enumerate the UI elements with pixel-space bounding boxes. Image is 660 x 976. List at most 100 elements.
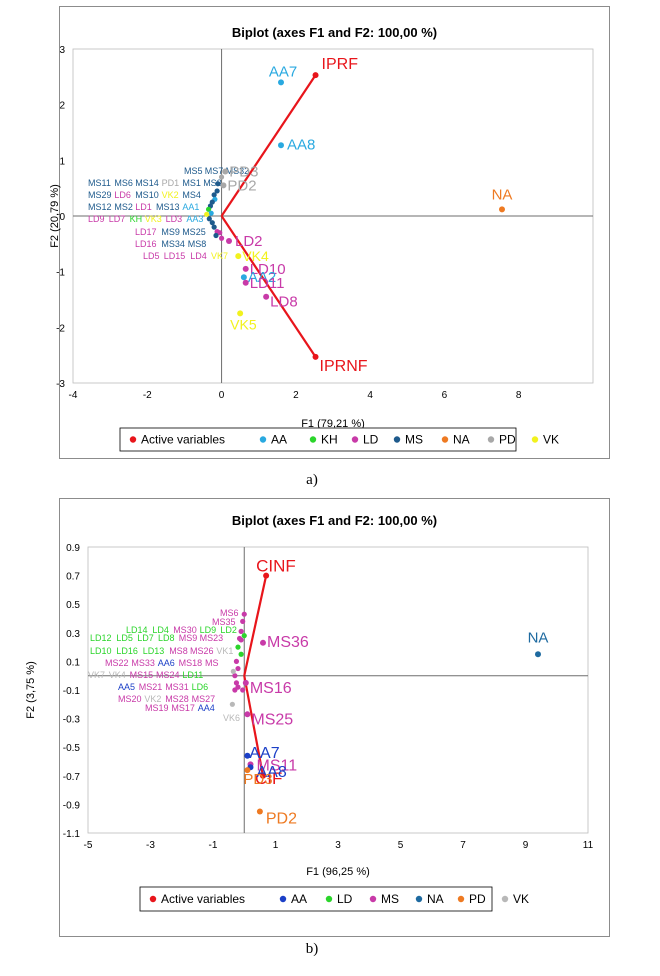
vector-point-iprf xyxy=(312,72,319,79)
legend-label-ld: LD xyxy=(363,433,379,447)
cluster-point xyxy=(232,687,238,693)
point-label-na: NA xyxy=(492,186,513,203)
legend-label-na: NA xyxy=(427,892,444,906)
legend-box xyxy=(139,886,493,912)
vector-line-cif xyxy=(243,675,265,777)
cluster-point xyxy=(241,633,247,639)
point-label-small: LD8 xyxy=(158,633,175,643)
point-label-small: MS6 xyxy=(114,178,133,188)
chart-panel-a: Biplot (axes F1 and F2: 100,00 %) -4 -2 0 2 4… xyxy=(49,6,610,459)
cluster-point xyxy=(204,211,210,217)
x-tick-label: -4 xyxy=(69,390,78,401)
point-label-small: MS9 xyxy=(161,227,180,237)
point-vk4 xyxy=(235,253,242,260)
x-tick-label: 7 xyxy=(460,840,466,851)
point-label-small: MS25 xyxy=(182,227,206,237)
point-label-small: MS24 xyxy=(156,670,180,680)
point-label-small: LD5 xyxy=(116,633,133,643)
point-ld2 xyxy=(226,238,232,245)
point-label-small: AA6 xyxy=(158,658,175,668)
point-label-small: MS30 xyxy=(173,625,197,635)
point-label-small: MS14 xyxy=(135,178,159,188)
point-pd3 xyxy=(244,767,251,774)
chart-svg-a: Biplot (axes F1 and F2: 100,00 %) -4 -2 0 2 4… xyxy=(49,25,594,452)
point-label-small: VK7 xyxy=(211,251,228,261)
legend-marker-ld xyxy=(351,436,359,443)
chart-title: Biplot (axes F1 and F2: 100,00 %) xyxy=(232,25,437,40)
point-label-small: MS18 xyxy=(179,658,203,668)
x-axis-label: F1 (79,21 %) xyxy=(301,418,365,430)
point-label-small: AA1 xyxy=(182,202,199,212)
point-label-small: LD1 xyxy=(135,202,152,212)
point-label-small: MS10 xyxy=(135,190,159,200)
cluster-point xyxy=(233,680,240,686)
legend-marker-pd xyxy=(457,895,465,903)
point-label-small: MS3 xyxy=(203,178,222,188)
y-tick-label: -3 xyxy=(56,379,65,390)
point-label-small: LD13 xyxy=(143,646,165,656)
y-tick-label: 0.1 xyxy=(66,657,80,668)
y-tick-label: 0.7 xyxy=(66,572,80,583)
y-tick-label: -0.3 xyxy=(63,715,81,726)
vector-point-cif xyxy=(260,772,266,779)
x-tick-label: -5 xyxy=(84,840,93,851)
legend-marker-vk xyxy=(531,436,539,443)
point-pd2 xyxy=(220,182,227,189)
cluster-point xyxy=(229,701,235,707)
point-label-ms25: MS25 xyxy=(251,711,293,728)
point-ms25 xyxy=(244,711,251,718)
x-tick-label: 6 xyxy=(442,390,448,401)
legend-label-pd: PD xyxy=(499,433,516,447)
cluster-point xyxy=(232,673,238,679)
point-label-small: MS21 xyxy=(139,682,163,692)
cluster-point xyxy=(209,220,215,226)
vector-line-iprf xyxy=(220,74,317,217)
point-label-small: LD15 xyxy=(164,251,186,261)
point-label-small: LD7 xyxy=(137,633,154,643)
point-label-small: LD6 xyxy=(114,190,131,200)
point-label-small: LD7 xyxy=(109,214,126,224)
point-label-aa8: AA8 xyxy=(257,764,287,781)
cluster-point xyxy=(240,687,246,693)
point-pd3 xyxy=(222,168,229,175)
y-tick-label: 0.3 xyxy=(66,629,80,640)
point-label-aa7: AA7 xyxy=(269,63,297,80)
point-label-small: MS8 xyxy=(188,239,207,249)
point-label-small: VK6 xyxy=(223,713,240,723)
point-label-small: LD3 xyxy=(166,214,183,224)
cluster-point xyxy=(235,665,241,672)
legend-label-ms: MS xyxy=(405,433,423,447)
cluster-point xyxy=(213,232,219,239)
point-label-small: VK4 xyxy=(109,670,126,680)
x-tick-label: -3 xyxy=(146,840,155,851)
point-label-small: LD16 xyxy=(116,646,138,656)
x-tick-label: 8 xyxy=(516,390,522,401)
point-label-small: LD4 xyxy=(152,625,169,635)
cluster-point xyxy=(230,668,236,675)
y-tick-label: -1.1 xyxy=(63,829,81,840)
point-label-ld10: LD10 xyxy=(250,261,286,278)
legend-marker-aa xyxy=(279,895,287,903)
caption-a: a) xyxy=(306,472,318,488)
x-axis-label: F1 (96,25 %) xyxy=(306,866,370,878)
vector-label-cif: CIF xyxy=(255,769,282,788)
vector-point-iprnf xyxy=(312,353,319,360)
point-ld8 xyxy=(263,293,270,300)
point-label-ms11: MS11 xyxy=(257,757,298,774)
x-tick-label: 9 xyxy=(523,840,529,851)
point-label-ld8: LD8 xyxy=(270,294,298,311)
x-tick-label: 1 xyxy=(273,840,279,851)
legend-label-na: NA xyxy=(453,433,470,447)
point-label-ld2: LD2 xyxy=(235,233,263,250)
point-label-small: MS31 xyxy=(165,682,189,692)
legend-label-kh: KH xyxy=(321,433,338,447)
vector-label-iprnf: IPRNF xyxy=(320,358,368,375)
point-label-small: MS26 xyxy=(190,646,214,656)
point-ld11 xyxy=(242,279,249,286)
point-label-small: MS9 xyxy=(179,633,198,643)
y-tick-label: 1 xyxy=(59,156,65,167)
y-tick-label: 0.5 xyxy=(66,600,80,611)
point-label-small: LD2 xyxy=(220,625,237,635)
vector-line-iprnf xyxy=(220,215,317,358)
x-tick-label: -1 xyxy=(209,840,218,851)
